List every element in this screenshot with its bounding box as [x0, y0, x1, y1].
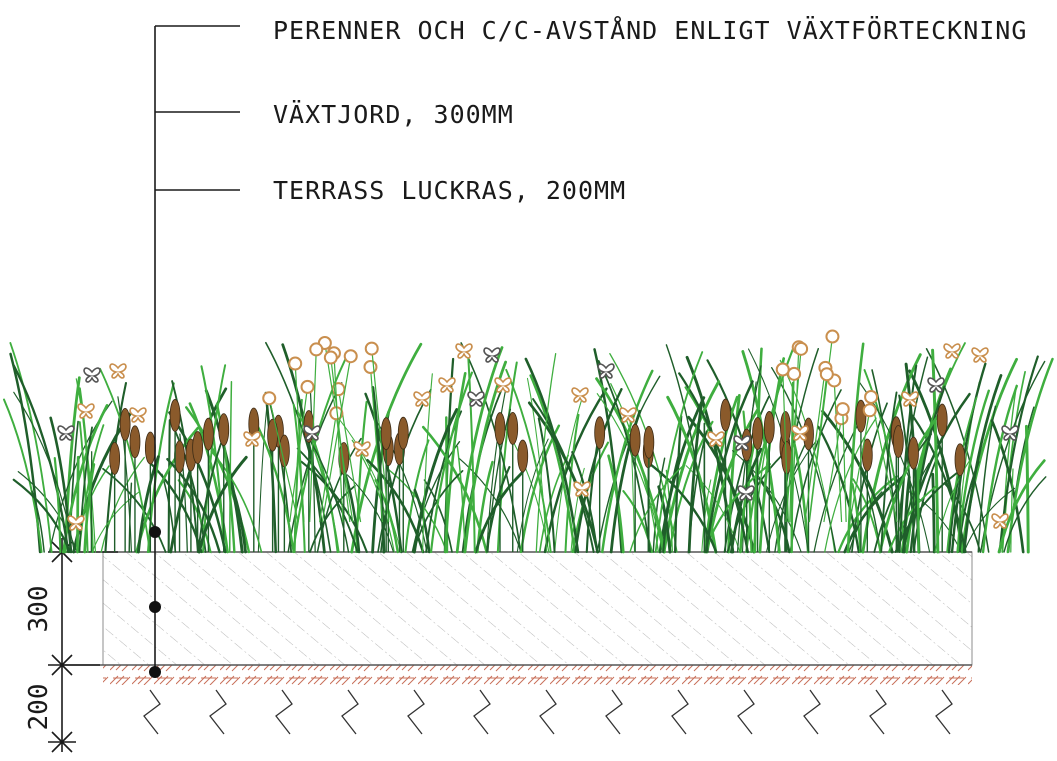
perennial-planting [2, 329, 1054, 554]
label-plants: PERENNER OCH C/C-AVSTÅND ENLIGT VÄXTFÖRT… [273, 16, 1028, 45]
subgrade-break-lines [143, 689, 953, 735]
dimension-soil-depth: 300 [24, 585, 54, 633]
soil-layer [102, 551, 973, 666]
leader-dot-plants [149, 526, 161, 538]
dimension-terrace-depth: 200 [24, 683, 54, 731]
terrace-layer [103, 665, 972, 685]
leader-lines [154, 25, 240, 672]
label-terrace: TERRASS LUCKRAS, 200MM [273, 176, 627, 205]
leader-dot-soil [149, 601, 161, 613]
label-soil: VÄXTJORD, 300MM [273, 100, 514, 129]
leader-dot-terrace [149, 666, 161, 678]
